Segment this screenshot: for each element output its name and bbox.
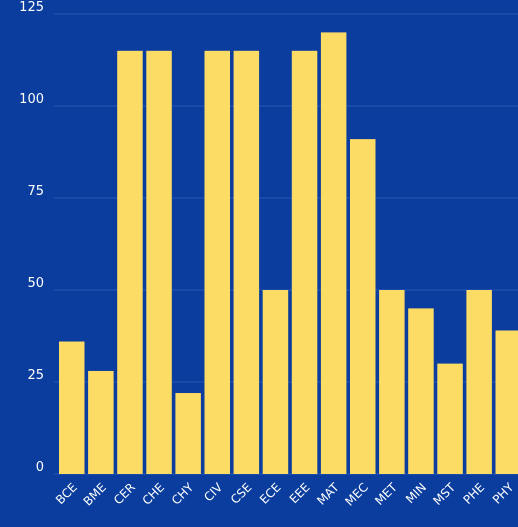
bar-chy bbox=[175, 393, 201, 474]
y-tick-label: 75 bbox=[27, 184, 44, 199]
bar-phe bbox=[466, 290, 492, 474]
x-tick-label: CHE bbox=[140, 480, 168, 508]
bar-phy bbox=[495, 330, 518, 474]
x-tick-label: CIV bbox=[201, 480, 226, 505]
bars bbox=[59, 32, 518, 475]
x-tick-label: PHE bbox=[461, 480, 488, 507]
x-axis-category-labels: BCE BME CER CHE CHY CIV CSE ECE EEE MAT MEC MET MIN M… bbox=[53, 480, 517, 509]
x-tick-label: EEE bbox=[287, 480, 313, 506]
bar-ece bbox=[262, 290, 289, 474]
x-tick-label: BCE bbox=[53, 480, 80, 507]
x-tick-label: CSE bbox=[228, 480, 255, 507]
y-tick-label: 125 bbox=[19, 0, 44, 15]
bar-che bbox=[146, 50, 172, 475]
bar-eee bbox=[291, 50, 318, 475]
y-tick-label: 50 bbox=[27, 276, 44, 291]
bar-civ bbox=[204, 50, 230, 475]
y-axis-tick-labels: 0 25 50 75 100 125 bbox=[19, 0, 44, 475]
bar-met bbox=[379, 290, 405, 474]
y-tick-label: 100 bbox=[19, 92, 44, 107]
x-tick-label: PHY bbox=[490, 480, 517, 507]
x-tick-label: MST bbox=[430, 480, 458, 508]
bar-cer bbox=[117, 50, 143, 475]
x-tick-label: MET bbox=[372, 480, 400, 508]
bar-min bbox=[408, 308, 434, 474]
x-tick-label: CHY bbox=[169, 480, 197, 508]
x-tick-label: MAT bbox=[314, 480, 342, 508]
y-tick-label: 25 bbox=[27, 368, 44, 383]
y-tick-label: 0 bbox=[36, 460, 44, 475]
bar-mat bbox=[320, 32, 347, 475]
bar-mst bbox=[437, 363, 463, 474]
bar-bme bbox=[88, 370, 114, 474]
bar-cse bbox=[233, 50, 260, 475]
bar-bce bbox=[59, 341, 85, 474]
x-tick-label: BME bbox=[81, 480, 109, 508]
x-tick-label: ECE bbox=[257, 480, 284, 507]
x-tick-label: MEC bbox=[342, 480, 371, 509]
bar-mec bbox=[350, 139, 376, 474]
x-tick-label: CER bbox=[111, 480, 138, 507]
x-tick-label: MIN bbox=[403, 480, 429, 506]
